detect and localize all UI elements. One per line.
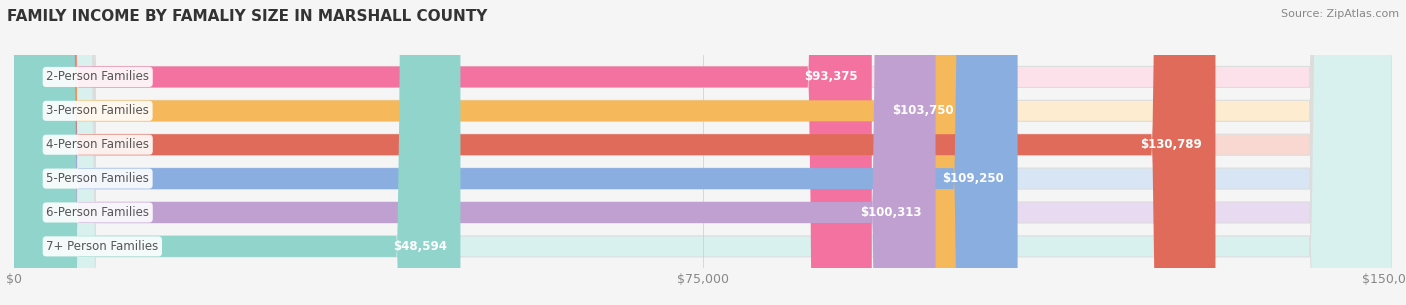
- FancyBboxPatch shape: [14, 0, 1392, 305]
- Text: 6-Person Families: 6-Person Families: [46, 206, 149, 219]
- FancyBboxPatch shape: [14, 0, 460, 305]
- FancyBboxPatch shape: [14, 0, 1018, 305]
- FancyBboxPatch shape: [14, 0, 1392, 305]
- FancyBboxPatch shape: [14, 0, 1215, 305]
- FancyBboxPatch shape: [14, 0, 935, 305]
- Text: $48,594: $48,594: [392, 240, 447, 253]
- FancyBboxPatch shape: [14, 0, 1392, 305]
- Text: $109,250: $109,250: [942, 172, 1004, 185]
- Text: Source: ZipAtlas.com: Source: ZipAtlas.com: [1281, 9, 1399, 19]
- FancyBboxPatch shape: [14, 0, 1392, 305]
- Text: $130,789: $130,789: [1140, 138, 1202, 151]
- Text: $100,313: $100,313: [860, 206, 922, 219]
- Text: 2-Person Families: 2-Person Families: [46, 70, 149, 84]
- Text: 7+ Person Families: 7+ Person Families: [46, 240, 159, 253]
- FancyBboxPatch shape: [14, 0, 967, 305]
- Text: FAMILY INCOME BY FAMALIY SIZE IN MARSHALL COUNTY: FAMILY INCOME BY FAMALIY SIZE IN MARSHAL…: [7, 9, 488, 24]
- FancyBboxPatch shape: [14, 0, 872, 305]
- Text: $93,375: $93,375: [804, 70, 858, 84]
- FancyBboxPatch shape: [14, 0, 1392, 305]
- Text: 3-Person Families: 3-Person Families: [46, 104, 149, 117]
- Text: $103,750: $103,750: [891, 104, 953, 117]
- FancyBboxPatch shape: [14, 0, 1392, 305]
- Text: 5-Person Families: 5-Person Families: [46, 172, 149, 185]
- Text: 4-Person Families: 4-Person Families: [46, 138, 149, 151]
